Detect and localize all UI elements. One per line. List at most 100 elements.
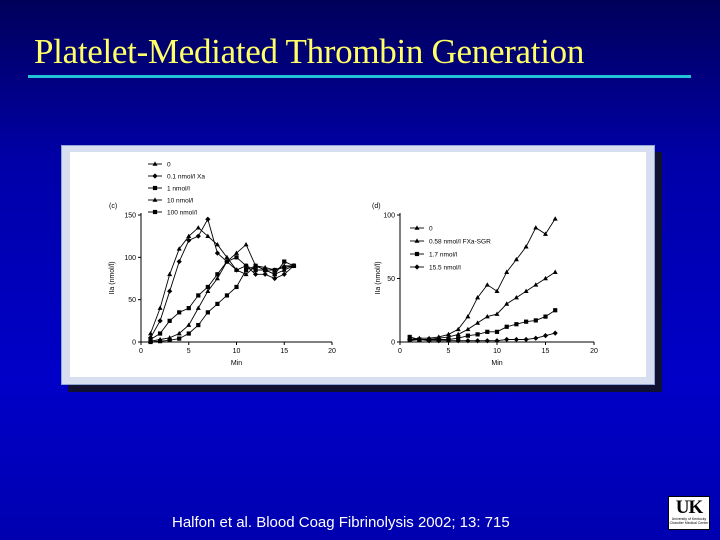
c2-series-0-line [409, 218, 556, 340]
c1-series-4-point-14 [282, 265, 287, 270]
c1-series-1-point-13 [272, 275, 278, 282]
c2-series-0-point-9 [494, 288, 500, 293]
c1-series-4-point-10 [243, 267, 249, 273]
c1-series-4-point-2 [167, 338, 172, 343]
c2-series-1-point-9 [494, 311, 500, 316]
c1-legend-1-marker [152, 173, 158, 179]
c2-series-1-point-13 [533, 282, 539, 287]
c1-series-0-point-5 [195, 225, 201, 230]
c2-series-1-point-11 [513, 294, 519, 300]
c1-series-0-point-2 [167, 271, 173, 277]
title-underline [28, 75, 691, 78]
c1-series-3-point-9 [234, 250, 239, 255]
c1-series-0-point-3 [176, 246, 182, 251]
c2-series-2-point-7 [475, 332, 480, 337]
c1-series-3-point-3 [176, 330, 182, 336]
c1-series-0-point-14 [281, 267, 287, 272]
c1-series-4-point-5 [196, 322, 201, 328]
c2-series-1-point-14 [543, 275, 548, 281]
c2-series-1-point-7 [475, 320, 481, 325]
c1-xtick-label-3: 15 [280, 348, 288, 355]
c1-legend-2-marker [152, 185, 158, 191]
c1-legend-1-label: 0.1 nmol/l Xa [167, 174, 205, 181]
c2-xlabel: Min [491, 360, 502, 367]
c1-series-4-point-9 [234, 284, 239, 290]
c1-legend-2-label: 1 nmol/l [167, 186, 190, 193]
uk-logo-line2: Chandler Medical Center [669, 521, 709, 525]
c2-series-2-point-11 [514, 322, 519, 327]
c1-series-4-point-13 [272, 267, 277, 273]
c2-series-0-point-5 [455, 326, 461, 332]
c1-ytick-label-3: 150 [124, 213, 136, 220]
c1-legend-0-marker [152, 161, 158, 166]
c1-series-4-point-7 [215, 301, 220, 306]
c1-series-4-line [150, 265, 294, 343]
c2-series-3-point-13 [533, 335, 539, 341]
c1-series-4-point-11 [253, 263, 258, 268]
c1-series-2-point-9 [234, 255, 239, 260]
c1-series-1-point-2 [167, 288, 173, 294]
c1-series-1-point-11 [253, 271, 259, 277]
c1-legend-0-label: 0 [167, 162, 171, 169]
c2-series-0-point-14 [543, 231, 548, 236]
c1-series-2-point-3 [177, 310, 182, 315]
c2-series-1-line [409, 271, 556, 342]
c1-series-2-point-11 [253, 267, 258, 273]
c2-xtick-label-0: 0 [398, 348, 402, 355]
c2-series-2-point-10 [504, 324, 509, 329]
c1-ytick-label-0: 0 [132, 340, 136, 347]
c2-series-0-point-11 [513, 256, 519, 262]
c1-series-1-point-4 [186, 237, 192, 243]
c1-series-0-point-7 [214, 242, 220, 247]
c2-series-2-point-14 [543, 314, 548, 319]
c2-series-3-line [409, 332, 556, 342]
c2-series-2-point-13 [533, 318, 538, 323]
c2-series-0-point-15 [552, 216, 558, 221]
c2-series-1-point-12 [523, 288, 529, 293]
c2-series-3-point-2 [426, 338, 432, 344]
c1-series-2-point-7 [215, 272, 220, 277]
c1-series-3-point-7 [214, 275, 220, 281]
c2-series-0-point-12 [523, 244, 529, 249]
c1-series-1-point-7 [214, 250, 220, 256]
c2-series-2-point-8 [485, 329, 490, 334]
c1-series-4-point-8 [224, 293, 230, 298]
slide-title: Platelet-Mediated Thrombin Generation [34, 32, 585, 71]
c1-series-4-point-12 [263, 267, 268, 273]
c1-series-3-point-8 [224, 258, 230, 264]
c1-series-1-point-6 [205, 216, 211, 222]
c1-series-0-line [150, 227, 294, 334]
c2-series-0-point-6 [465, 314, 471, 319]
c2-series-3-point-15 [552, 330, 558, 336]
c1-series-1-point-9 [233, 267, 240, 273]
c2-ytick-label-0: 0 [391, 340, 395, 347]
c1-series-4-point-4 [186, 331, 191, 336]
c2-series-3-point-7 [475, 338, 481, 344]
c1-series-1-point-3 [176, 258, 182, 265]
c1-xtick-label-4: 20 [328, 348, 336, 355]
c1-legend-4-label: 100 nmol/l [167, 210, 198, 217]
c1-series-2-point-6 [205, 284, 210, 290]
c1-series-2-point-14 [282, 259, 287, 264]
c2-legend-3-marker [414, 264, 420, 270]
c1-legend-3-label: 10 nmol/l [167, 198, 194, 205]
c1-xlabel: Min [231, 360, 242, 367]
c1-xtick-label-0: 0 [139, 348, 143, 355]
uk-logo: UK University of Kentucky Chandler Medic… [668, 496, 710, 530]
c2-series-1-point-10 [504, 301, 510, 306]
c2-series-2-point-12 [524, 319, 529, 324]
c2-series-3-point-9 [494, 338, 500, 344]
c1-series-2-point-2 [167, 318, 172, 323]
c2-series-3-point-8 [484, 338, 490, 344]
c1-legend-3-marker [152, 197, 158, 202]
c1-panel-label: (c) [109, 203, 117, 210]
c2-series-0-point-10 [504, 269, 510, 274]
c2-ytick-label-1: 50 [387, 276, 395, 283]
c2-series-3-point-10 [504, 336, 510, 343]
c2-series-0-point-4 [446, 331, 451, 337]
c2-series-0-point-7 [475, 294, 481, 300]
c1-series-2-line [150, 256, 294, 340]
c1-series-2-point-10 [243, 263, 249, 268]
c1-series-2-point-4 [186, 306, 191, 311]
c1-series-3-point-6 [205, 288, 211, 293]
